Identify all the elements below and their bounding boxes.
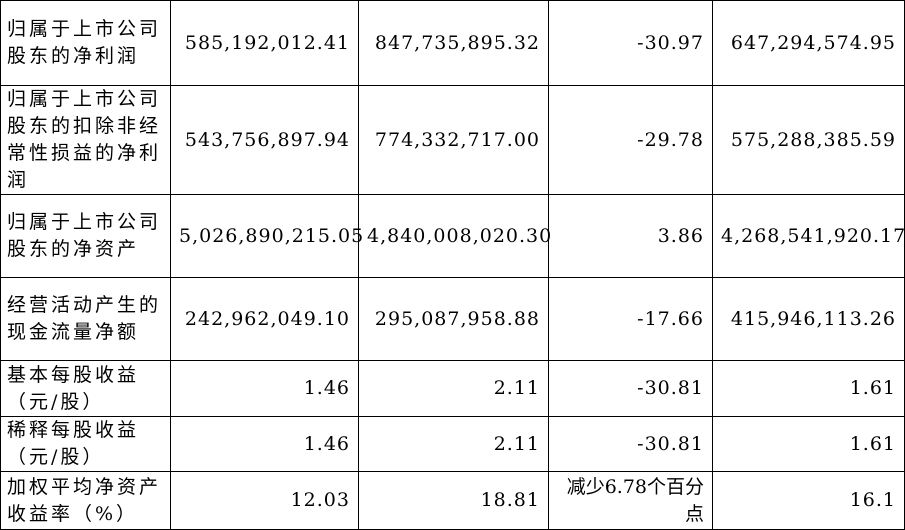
table-row: 归属于上市公司股东的扣除非经常性损益的净利润 543,756,897.94 774,…: [0, 85, 905, 195]
row-label: 基本每股收益（元/股）: [0, 360, 171, 417]
cell-value: 18.81: [358, 471, 549, 530]
cell-value: 543,756,897.94: [170, 85, 359, 195]
cell-value: 16.1: [712, 471, 905, 530]
row-label: 归属于上市公司股东的净资产: [0, 194, 171, 278]
table-row: 经营活动产生的现金流量净额 242,962,049.10 295,087,958.8…: [0, 277, 905, 361]
cell-value: -30.97: [548, 0, 713, 86]
cell-value: 2.11: [358, 360, 549, 417]
cell-value: 242,962,049.10: [170, 277, 359, 361]
row-label: 归属于上市公司股东的扣除非经常性损益的净利润: [0, 85, 171, 195]
cell-value: 1.61: [712, 360, 905, 417]
table-row: 稀释每股收益（元/股） 1.46 2.11 -30.81 1.61: [0, 416, 905, 472]
table-row: 基本每股收益（元/股） 1.46 2.11 -30.81 1.61: [0, 360, 905, 417]
cell-value: 647,294,574.95: [712, 0, 905, 86]
row-label: 加权平均净资产收益率（%）: [0, 471, 171, 530]
cell-value: -17.66: [548, 277, 713, 361]
cell-value: 1.46: [170, 416, 359, 472]
table-row: 归属于上市公司股东的净资产 5,026,890,215.05 4,840,008,0…: [0, 194, 905, 278]
cell-value: -30.81: [548, 360, 713, 417]
cell-value: 4,268,541,920.17: [712, 194, 905, 278]
cell-value: 12.03: [170, 471, 359, 530]
cell-value: 575,288,385.59: [712, 85, 905, 195]
cell-value: 2.11: [358, 416, 549, 472]
row-label: 稀释每股收益（元/股）: [0, 416, 171, 472]
row-label: 归属于上市公司股东的净利润: [0, 0, 171, 86]
cell-value: 1.46: [170, 360, 359, 417]
cell-value: -30.81: [548, 416, 713, 472]
cell-value: 415,946,113.26: [712, 277, 905, 361]
cell-value: 295,087,958.88: [358, 277, 549, 361]
cell-value: 4,840,008,020.30: [358, 194, 551, 278]
table-row: 归属于上市公司股东的净利润 585,192,012.41 847,735,895.3…: [0, 0, 905, 86]
row-label: 经营活动产生的现金流量净额: [0, 277, 171, 361]
cell-value: 847,735,895.32: [358, 0, 549, 86]
table-row: 加权平均净资产收益率（%） 12.03 18.81 减少6.78个百分点 16.1: [0, 471, 905, 530]
cell-value: 3.86: [548, 194, 713, 278]
cell-value: 1.61: [712, 416, 905, 472]
cell-value: -29.78: [548, 85, 713, 195]
cell-value: 减少6.78个百分点: [548, 471, 713, 530]
cell-value: 5,026,890,215.05: [170, 194, 363, 278]
cell-value: 774,332,717.00: [358, 85, 549, 195]
cell-value: 585,192,012.41: [170, 0, 359, 86]
